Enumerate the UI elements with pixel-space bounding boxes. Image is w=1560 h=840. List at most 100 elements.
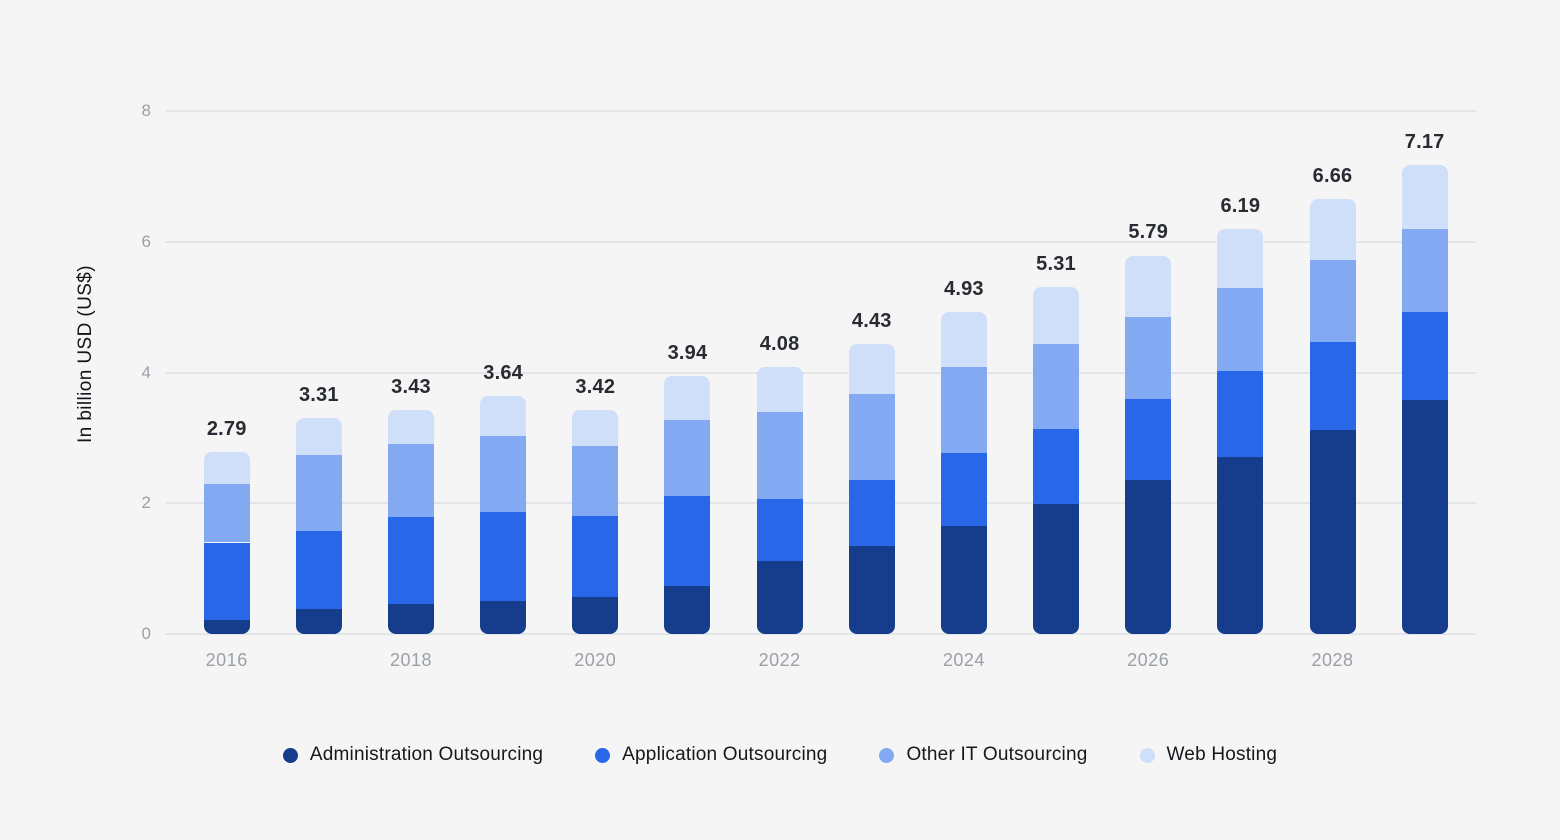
bar-segment-2022-administration-outsourcing xyxy=(756,560,803,634)
legend-label: Application Outsourcing xyxy=(622,744,828,765)
bar-segment-2018-application-outsourcing xyxy=(388,517,434,604)
bar-segment-2022-other-it-outsourcing xyxy=(756,412,803,499)
bar-total-label-2020: 3.42 xyxy=(575,376,616,399)
plot-area: 2.79 3.31 3.43 3.64 3.42 3.94 4.08 4.43 4.93 5.31… xyxy=(165,110,1476,635)
y-tick-label-8: 8 xyxy=(141,101,151,120)
y-tick-label-4: 4 xyxy=(141,362,151,382)
bar-segment-2025-other-it-outsourcing xyxy=(1033,344,1080,430)
bar-segment-2029-administration-outsourcing xyxy=(1401,399,1448,634)
bar-segment-2028-application-outsourcing xyxy=(1309,342,1356,431)
bar-total-label-2026: 5.79 xyxy=(1128,221,1169,244)
bar-segment-2027-other-it-outsourcing xyxy=(1217,287,1264,371)
bar-segment-2016-application-outsourcing xyxy=(203,542,250,621)
bar-total-label-2029: 7.17 xyxy=(1404,131,1445,154)
bar-total-label-2022: 4.08 xyxy=(759,333,800,356)
bar-segment-2022-application-outsourcing xyxy=(756,498,803,561)
legend-item-other-it-outsourcing: Other IT Outsourcing xyxy=(879,744,1087,766)
bar-segment-2018-web-hosting xyxy=(388,409,434,445)
bar-segment-2026-web-hosting xyxy=(1125,255,1172,317)
x-tick-label-2022: 2022 xyxy=(758,650,801,670)
bar-total-label-2017: 3.31 xyxy=(298,383,339,406)
gridline-y-4 xyxy=(165,371,1476,374)
bar-segment-2028-other-it-outsourcing xyxy=(1309,260,1356,343)
y-tick-label-2: 2 xyxy=(141,493,151,513)
legend-label: Other IT Outsourcing xyxy=(906,744,1088,765)
bar-segment-2026-other-it-outsourcing xyxy=(1125,316,1172,400)
bar-segment-2019-administration-outsourcing xyxy=(480,601,527,634)
bar-segment-2017-administration-outsourcing xyxy=(295,609,342,634)
bar-segment-2029-web-hosting xyxy=(1401,165,1448,229)
bar-total-label-2016: 2.79 xyxy=(206,417,247,440)
bar-segment-2023-administration-outsourcing xyxy=(848,546,895,634)
bar-segment-2021-web-hosting xyxy=(664,376,711,420)
bar-segment-2016-web-hosting xyxy=(203,451,250,485)
bar-segment-2025-administration-outsourcing xyxy=(1033,503,1080,634)
legend-item-application-outsourcing: Application Outsourcing xyxy=(595,744,827,766)
legend: Administration Outsourcing Application Ou… xyxy=(0,744,1560,766)
bar-segment-2027-administration-outsourcing xyxy=(1217,456,1264,634)
bar-total-label-2027: 6.19 xyxy=(1220,195,1261,218)
bar-segment-2017-web-hosting xyxy=(295,417,342,455)
gridline-y-8 xyxy=(165,110,1476,112)
gridline-y-2 xyxy=(165,502,1476,505)
bar-segment-2020-other-it-outsourcing xyxy=(572,446,619,516)
bar-segment-2024-application-outsourcing xyxy=(940,452,987,527)
legend-item-web-hosting: Web Hosting xyxy=(1139,744,1278,766)
bar-segment-2024-web-hosting xyxy=(940,311,987,368)
y-tick-label-0: 0 xyxy=(141,624,151,643)
bar-segment-2029-other-it-outsourcing xyxy=(1401,228,1448,312)
bar-total-label-2019: 3.64 xyxy=(483,362,523,385)
x-tick-label-2024: 2024 xyxy=(942,650,985,670)
bar-total-label-2021: 3.94 xyxy=(667,342,708,365)
bar-segment-2017-application-outsourcing xyxy=(295,530,342,610)
legend-item-administration-outsourcing: Administration Outsourcing xyxy=(282,744,544,766)
bar-segment-2026-application-outsourcing xyxy=(1125,399,1172,480)
bar-segment-2020-administration-outsourcing xyxy=(572,596,619,634)
bar-total-label-2023: 4.43 xyxy=(851,310,892,333)
bar-segment-2023-other-it-outsourcing xyxy=(848,394,895,481)
bar-segment-2029-application-outsourcing xyxy=(1401,311,1448,400)
legend-dot-icon xyxy=(879,747,895,763)
bar-segment-2019-application-outsourcing xyxy=(480,512,527,602)
bar-segment-2017-other-it-outsourcing xyxy=(295,454,342,531)
bar-total-label-2018: 3.43 xyxy=(391,375,431,398)
y-axis-title: In billion USD (US$) xyxy=(75,265,96,443)
x-tick-label-2016: 2016 xyxy=(205,650,248,670)
bar-segment-2025-application-outsourcing xyxy=(1033,429,1080,504)
bar-segment-2027-application-outsourcing xyxy=(1217,370,1264,457)
bar-segment-2021-administration-outsourcing xyxy=(664,586,711,634)
bar-segment-2020-application-outsourcing xyxy=(572,515,619,597)
bar-segment-2016-other-it-outsourcing xyxy=(203,484,250,543)
bar-segment-2027-web-hosting xyxy=(1217,229,1264,288)
bar-segment-2028-web-hosting xyxy=(1309,198,1356,261)
bar-segment-2019-web-hosting xyxy=(480,396,527,436)
legend-dot-icon xyxy=(282,747,298,763)
y-tick-label-6: 6 xyxy=(141,231,151,251)
bar-segment-2028-administration-outsourcing xyxy=(1309,430,1356,634)
bar-segment-2024-other-it-outsourcing xyxy=(940,367,987,453)
gridline-y-6 xyxy=(165,240,1476,243)
bar-segment-2021-other-it-outsourcing xyxy=(664,419,711,497)
gridline-y-0 xyxy=(165,633,1476,635)
bar-segment-2022-web-hosting xyxy=(756,367,803,413)
bar-total-label-2028: 6.66 xyxy=(1312,164,1353,187)
x-tick-label-2020: 2020 xyxy=(574,650,617,670)
bar-segment-2025-web-hosting xyxy=(1033,286,1080,345)
bar-segment-2021-application-outsourcing xyxy=(664,496,711,587)
x-tick-label-2026: 2026 xyxy=(1127,650,1170,670)
legend-label: Administration Outsourcing xyxy=(309,744,544,765)
bar-segment-2023-web-hosting xyxy=(848,344,895,395)
bar-segment-2018-administration-outsourcing xyxy=(388,603,434,634)
legend-dot-icon xyxy=(595,747,611,763)
bar-segment-2023-application-outsourcing xyxy=(848,480,895,547)
x-tick-label-2018: 2018 xyxy=(389,650,433,670)
bar-segment-2020-web-hosting xyxy=(572,410,619,447)
bar-segment-2019-other-it-outsourcing xyxy=(480,435,527,513)
legend-label: Web Hosting xyxy=(1166,744,1278,765)
x-tick-label-2028: 2028 xyxy=(1311,650,1354,670)
bar-segment-2026-administration-outsourcing xyxy=(1125,479,1172,634)
bar-total-label-2025: 5.31 xyxy=(1036,252,1076,275)
bar-segment-2024-administration-outsourcing xyxy=(940,526,987,634)
bar-segment-2016-administration-outsourcing xyxy=(203,620,250,634)
